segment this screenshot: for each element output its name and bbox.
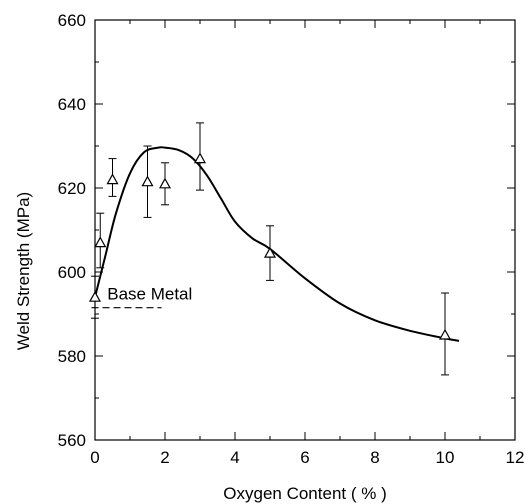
triangle-marker [94, 236, 107, 248]
x-tick-label: 12 [506, 448, 525, 467]
data-points-layer [88, 122, 452, 376]
data-point [141, 145, 154, 218]
y-tick-label: 620 [58, 179, 86, 198]
y-tick-label: 580 [58, 347, 86, 366]
x-axis-title: Oxygen Content ( % ) [223, 484, 386, 503]
base-metal-label: Base Metal [107, 285, 192, 304]
data-point [106, 158, 119, 197]
plot-frame [94, 19, 516, 441]
y-tick-label: 640 [58, 95, 86, 114]
x-tick-label: 2 [160, 448, 169, 467]
triangle-marker [88, 290, 102, 302]
triangle-marker [106, 173, 119, 185]
triangle-marker [193, 152, 207, 164]
triangle-marker [263, 246, 277, 258]
data-point [158, 162, 172, 206]
triangle-marker [158, 177, 172, 189]
x-tick-label: 10 [436, 448, 455, 467]
x-tick-label: 6 [300, 448, 309, 467]
y-axis-title: Weld Strength (MPa) [14, 192, 33, 350]
data-point [193, 122, 207, 191]
fit-curve-line [94, 146, 460, 342]
data-point [94, 212, 107, 269]
data-point [438, 292, 452, 376]
data-point [263, 225, 277, 281]
x-tick-label: 8 [370, 448, 379, 467]
triangle-marker [438, 328, 452, 340]
y-tick-label: 600 [58, 263, 86, 282]
fit-curve-layer [94, 146, 460, 342]
y-tick-label: 560 [58, 431, 86, 450]
triangle-marker [141, 175, 154, 187]
data-point [88, 275, 102, 319]
x-tick-label: 4 [230, 448, 239, 467]
annotation-layer: Base Metal [91, 285, 192, 309]
x-tick-label: 0 [90, 448, 99, 467]
axes: 0 2 4 6 8 10 12 560 580 600 620 640 660 [58, 11, 525, 467]
y-tick-label: 660 [58, 11, 86, 30]
